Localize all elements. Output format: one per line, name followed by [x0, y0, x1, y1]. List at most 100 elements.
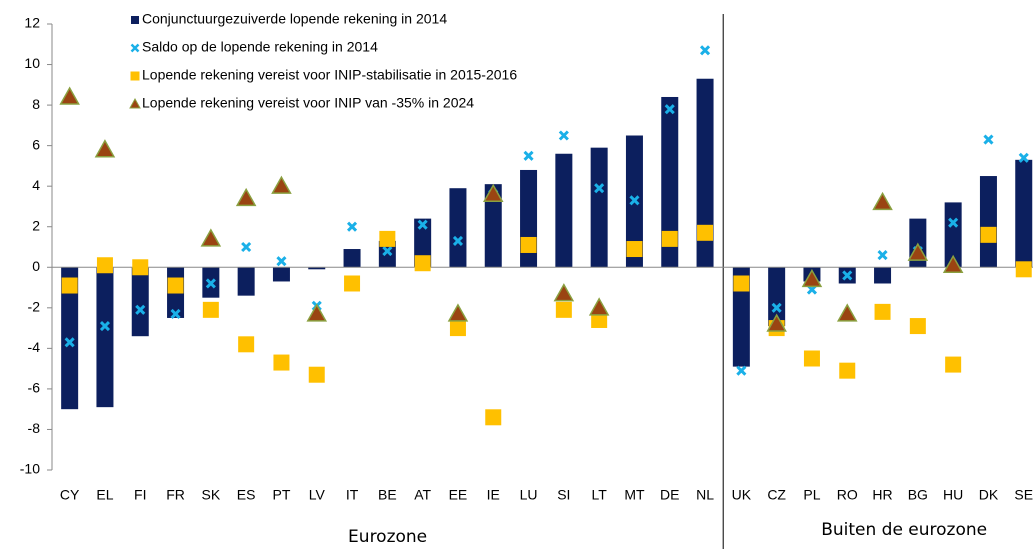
legend-label: Lopende rekening vereist voor INIP-stabi… — [142, 67, 517, 83]
cross-marker — [948, 217, 959, 228]
x-tick-label: ES — [237, 487, 256, 503]
group-label: Eurozone — [348, 527, 427, 547]
triangle-marker — [447, 303, 469, 322]
cross-marker — [170, 308, 181, 319]
triangle-marker — [271, 175, 292, 194]
cross-marker — [771, 302, 782, 313]
group-label: Buiten de eurozone — [821, 520, 987, 540]
x-tick-label: EL — [96, 487, 113, 503]
triangle-marker — [766, 313, 787, 332]
x-tick-label: LT — [591, 487, 607, 503]
cross-marker — [417, 219, 428, 230]
square-marker — [273, 354, 290, 371]
x-tick-label: MT — [624, 487, 645, 503]
triangle-marker — [59, 86, 80, 105]
square-marker — [1015, 261, 1032, 278]
cross-marker — [241, 241, 252, 253]
cross-marker — [452, 235, 464, 246]
bar — [555, 153, 573, 268]
bar — [732, 267, 750, 367]
square-marker — [414, 255, 431, 272]
triangle-marker — [553, 283, 575, 302]
square-marker — [167, 277, 184, 294]
bar — [237, 267, 255, 296]
x-tick-label: CZ — [767, 487, 786, 503]
bar — [61, 267, 79, 410]
x-tick-label: EE — [449, 487, 468, 503]
x-tick-label: LV — [309, 487, 326, 503]
bar — [343, 249, 361, 268]
legend: Conjunctuurgezuiverde lopende rekening i… — [129, 11, 517, 111]
x-tick-label: FI — [134, 487, 146, 503]
legend-marker — [129, 97, 141, 109]
square-marker — [449, 320, 466, 337]
bar — [696, 78, 714, 268]
cross-marker — [629, 195, 640, 206]
triangle-marker — [200, 228, 222, 247]
cross-marker — [877, 250, 888, 261]
triangle-marker — [907, 242, 929, 261]
cross-marker — [699, 45, 711, 56]
x-tick-label: RO — [837, 487, 858, 503]
square-marker — [945, 356, 962, 373]
x-tick-label: PL — [803, 487, 820, 503]
x-tick-label: LU — [520, 487, 538, 503]
bar — [96, 267, 114, 408]
cross-marker — [135, 304, 146, 315]
x-tick-label: AT — [414, 487, 431, 503]
square-marker — [733, 275, 750, 292]
square-marker — [61, 277, 78, 294]
bar — [661, 96, 679, 268]
bar — [1015, 159, 1033, 268]
square-marker — [485, 409, 502, 426]
x-tick-label: PT — [273, 487, 291, 503]
legend-label: Saldo op de lopende rekening in 2014 — [142, 39, 378, 55]
legend-label: Conjunctuurgezuiverde lopende rekening i… — [142, 11, 447, 27]
legend-marker — [130, 71, 140, 81]
x-tick-label: SI — [557, 487, 570, 503]
x-tick-label: SK — [202, 487, 221, 503]
cross-marker — [1018, 152, 1029, 163]
cross-marker — [382, 245, 393, 257]
x-tick-label: IT — [346, 487, 359, 503]
bar — [449, 188, 467, 268]
legend-marker — [131, 16, 139, 24]
y-tick-label: 6 — [32, 136, 40, 152]
square-marker — [308, 366, 325, 383]
bar — [944, 202, 962, 268]
triangle-marker — [235, 187, 257, 207]
bar — [590, 147, 608, 268]
bar — [414, 218, 432, 268]
y-tick-label: -2 — [28, 299, 41, 315]
x-tick-label: BG — [908, 487, 928, 503]
y-tick-label: 4 — [32, 177, 40, 193]
cross-marker — [64, 337, 75, 348]
x-tick-label: CY — [60, 487, 80, 503]
y-tick-label: -10 — [20, 461, 40, 477]
triangle-marker — [942, 254, 964, 273]
y-tick-label: -8 — [28, 420, 41, 436]
square-marker — [909, 318, 926, 335]
cross-marker — [842, 270, 853, 281]
x-tick-label: IE — [487, 487, 500, 503]
x-tick-label: UK — [732, 487, 752, 503]
cross-marker — [594, 183, 605, 194]
bar — [874, 267, 892, 284]
y-tick-label: -4 — [28, 339, 41, 355]
legend-marker — [130, 43, 140, 53]
square-marker — [980, 226, 997, 243]
square-marker — [839, 362, 856, 379]
square-marker — [379, 230, 396, 247]
legend-label: Lopende rekening vereist voor INIP van -… — [142, 95, 474, 111]
y-tick-label: 10 — [24, 55, 40, 71]
x-tick-label: HU — [943, 487, 963, 503]
bar — [484, 184, 502, 268]
cross-marker — [276, 256, 287, 267]
triangle-marker — [306, 303, 328, 322]
square-marker — [344, 275, 361, 292]
y-tick-label: 2 — [32, 217, 40, 233]
square-marker — [697, 224, 714, 241]
x-tick-label: SE — [1014, 487, 1033, 503]
x-tick-label: DK — [979, 487, 999, 503]
